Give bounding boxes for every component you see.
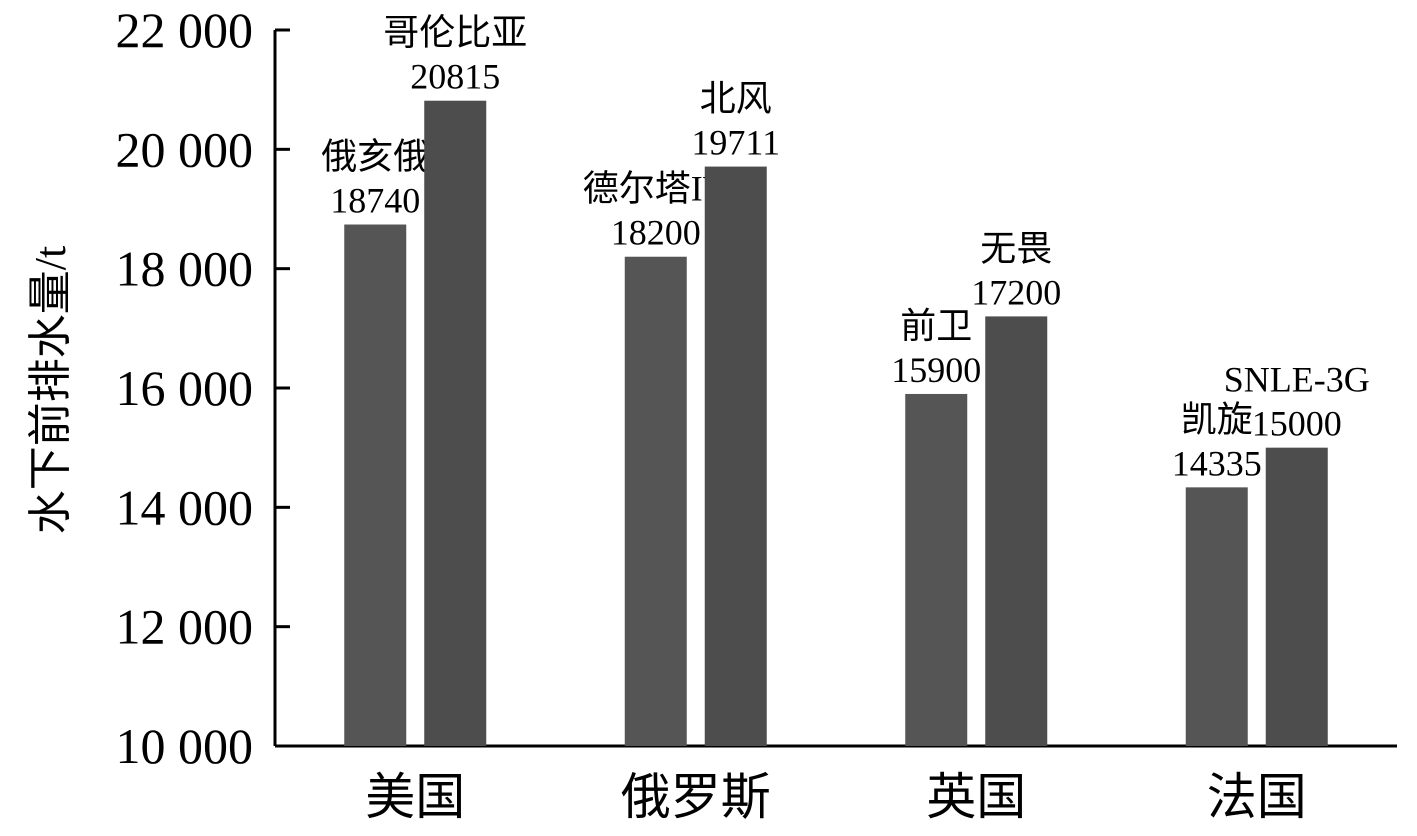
x-tick-label: 法国: [1207, 769, 1307, 825]
value-label: 18740: [330, 181, 420, 221]
y-tick-label: 14 000: [116, 479, 254, 535]
bar-name-label: 德尔塔IV: [583, 169, 729, 209]
bar: [1185, 487, 1248, 746]
bar-name-label: 北风: [700, 79, 772, 119]
y-tick-label: 10 000: [116, 718, 254, 774]
y-tick-label: 20 000: [116, 121, 254, 177]
bar: [624, 256, 687, 746]
value-label: 19711: [691, 123, 780, 163]
y-axis-title: 水下前排水量/t: [26, 246, 75, 534]
bar-name-label: 俄亥俄: [321, 137, 429, 177]
bar-name-label: 凯旋: [1181, 399, 1253, 439]
y-tick-label: 16 000: [116, 360, 254, 416]
value-label: 20815: [410, 57, 500, 97]
y-tick-label: 12 000: [116, 599, 254, 655]
x-tick-label: 俄罗斯: [621, 769, 771, 825]
x-tick-label: 英国: [926, 769, 1026, 825]
value-label: 14335: [1172, 443, 1262, 483]
bar: [985, 316, 1048, 746]
x-tick-label: 美国: [365, 769, 465, 825]
bar: [424, 100, 487, 746]
bar-name-label: 无畏: [980, 228, 1052, 268]
value-label: 15000: [1252, 404, 1342, 444]
bar-name-label: 前卫: [900, 306, 972, 346]
y-tick-label: 22 000: [116, 2, 254, 58]
bar: [905, 393, 968, 746]
y-tick-label: 18 000: [116, 241, 254, 297]
bar: [704, 166, 767, 746]
value-label: 18200: [611, 213, 701, 253]
value-label: 17200: [971, 272, 1061, 312]
bar-name-label: 哥伦比亚: [383, 13, 527, 53]
bar-name-label: SNLE-3G: [1224, 360, 1370, 400]
value-label: 15900: [891, 350, 981, 390]
bar: [1265, 447, 1328, 746]
bar: [344, 224, 407, 747]
